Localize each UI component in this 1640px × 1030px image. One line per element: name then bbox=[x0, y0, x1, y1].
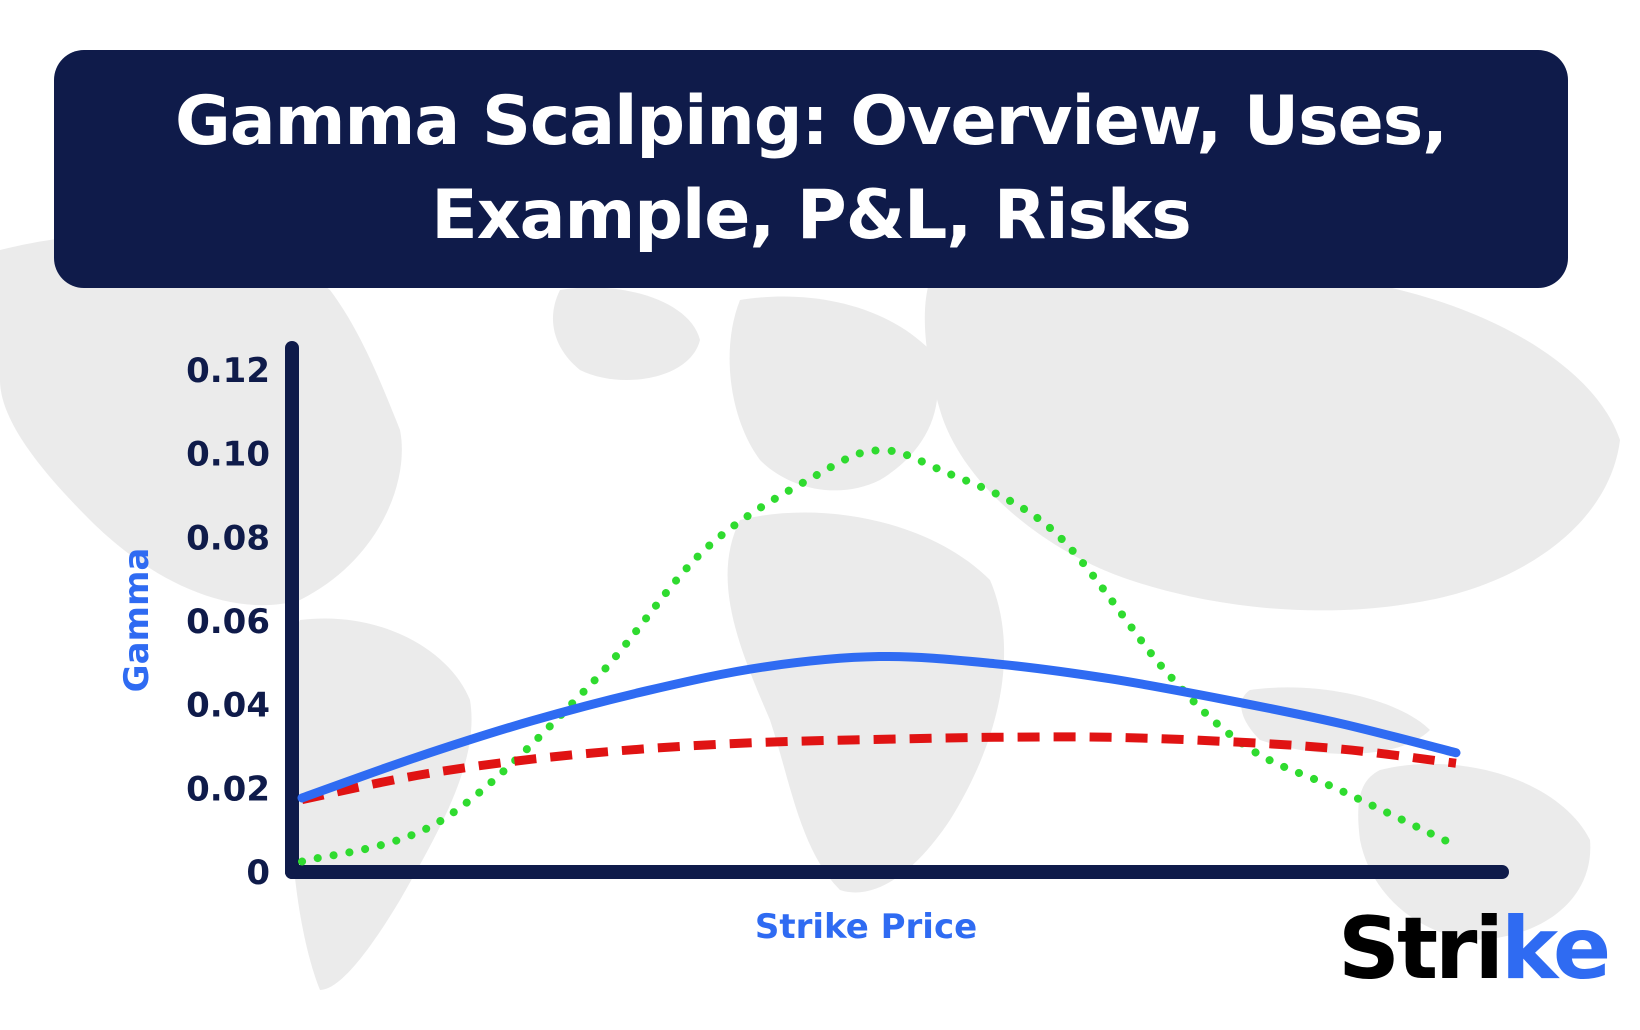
y-tick-label: 0.10 bbox=[186, 435, 270, 475]
logo-text-accent: ke bbox=[1500, 899, 1611, 999]
y-tick-label: 0.08 bbox=[186, 518, 270, 558]
australia-shape bbox=[1358, 763, 1591, 940]
europe-shape bbox=[729, 296, 938, 491]
y-tick-label: 0.12 bbox=[186, 351, 270, 391]
south-america-shape bbox=[285, 618, 472, 990]
asia-shape bbox=[924, 258, 1620, 611]
title-banner: Gamma Scalping: Overview, Uses, Example,… bbox=[54, 50, 1568, 288]
y-tick-label: 0.06 bbox=[186, 602, 270, 642]
series-line-green-dotted bbox=[298, 446, 1460, 866]
logo-text-main: Stri bbox=[1338, 899, 1504, 999]
africa-shape bbox=[727, 512, 1005, 893]
strike-logo: Strike bbox=[1338, 904, 1611, 994]
page-title: Gamma Scalping: Overview, Uses, Example,… bbox=[174, 82, 1448, 255]
series-line-blue-solid bbox=[297, 652, 1461, 803]
y-axis-label: Gamma bbox=[117, 548, 157, 693]
y-tick-label: 0.02 bbox=[186, 769, 270, 809]
y-tick-label: 0 bbox=[246, 853, 270, 893]
y-tick-label: 0.04 bbox=[186, 686, 270, 726]
series-line-red-dashed bbox=[301, 732, 1457, 805]
x-axis-label: Strike Price bbox=[755, 907, 977, 947]
greenland-shape bbox=[552, 287, 700, 380]
north-america-shape bbox=[0, 233, 402, 606]
